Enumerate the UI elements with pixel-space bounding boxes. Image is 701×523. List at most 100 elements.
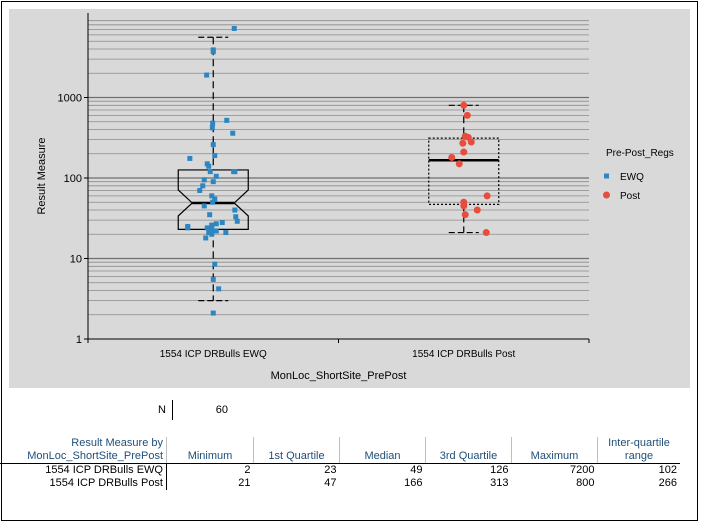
legend-label-post: Post (620, 191, 640, 202)
data-point-ewq (210, 120, 216, 126)
column-header-maximum: Maximum (511, 437, 598, 464)
cell-1st-quartile: 47 (324, 477, 337, 489)
data-point-ewq (209, 231, 215, 237)
data-point-ewq (212, 196, 218, 202)
data-point-ewq (231, 25, 237, 31)
cell-maximum: 800 (576, 477, 595, 489)
data-point-post (459, 139, 467, 147)
y-tick-label: 1000 (58, 93, 82, 105)
data-point-ewq (209, 125, 215, 131)
cell-minimum: 2 (244, 464, 251, 476)
table-row: 1554 ICP DRBulls Post 21 47 166 313 800 … (0, 477, 680, 490)
data-point-ewq (197, 187, 203, 193)
data-point-ewq (210, 310, 216, 316)
legend: Pre-Post_Regs EWQ Post (603, 148, 674, 202)
data-point-post (448, 153, 456, 161)
x-tick-label: 1554 ICP DRBulls EWQ (160, 349, 267, 360)
cell-inter-quartile-range: 266 (658, 477, 677, 489)
plot-area (88, 13, 589, 339)
y-tick-label: 100 (64, 173, 82, 185)
y-tick-label: 10 (70, 254, 82, 266)
statistics-header-row: Result Measure by MonLoc_ShortSite_PrePo… (0, 437, 680, 464)
row-label: 1554 ICP DRBulls Post (0, 477, 167, 490)
data-point-ewq (204, 225, 210, 231)
data-point-post (461, 211, 469, 219)
data-point-ewq (209, 226, 215, 232)
notched-box (177, 169, 249, 230)
data-point-ewq (224, 117, 230, 123)
data-point-post (455, 160, 463, 168)
column-header-minimum: Minimum (166, 437, 254, 464)
data-point-ewq (213, 173, 219, 179)
data-point-post (463, 111, 471, 119)
data-point-ewq (201, 177, 207, 183)
x-tick-label: 1554 ICP DRBulls Post (412, 349, 515, 360)
data-point-ewq (233, 214, 239, 220)
data-points (185, 25, 491, 316)
data-point-post (473, 206, 481, 214)
data-point-ewq (206, 163, 212, 169)
n-divider (172, 400, 173, 420)
data-point-ewq (207, 212, 213, 218)
data-point-ewq (200, 183, 206, 189)
data-point-ewq (210, 49, 216, 55)
cell-1st-quartile: 23 (324, 464, 337, 476)
axes: 1 10 100 1000 1554 ICP DRBulls EWQ 1554 ICP D… (36, 13, 590, 382)
data-point-ewq (203, 235, 209, 241)
cell-3rd-quartile: 126 (490, 464, 509, 476)
y-tick-label: 1 (76, 334, 82, 346)
data-point-post (483, 192, 491, 200)
row-label: 1554 ICP DRBulls EWQ (0, 463, 167, 477)
data-point-ewq (201, 203, 207, 209)
box-plot-chart: 1 10 100 1000 1554 ICP DRBulls EWQ 1554 ICP D… (9, 9, 690, 388)
column-header-inter-quartile-range: Inter-quartile range (597, 437, 680, 464)
data-point-ewq (232, 207, 238, 213)
row-header-label: Result Measure by MonLoc_ShortSite_PrePo… (0, 437, 167, 464)
legend-marker-ewq (604, 173, 609, 179)
data-point-ewq (230, 130, 236, 136)
data-point-ewq (204, 72, 210, 78)
data-point-ewq (213, 228, 219, 234)
cell-median: 49 (410, 464, 423, 476)
cell-inter-quartile-range: 102 (658, 464, 677, 476)
data-point-ewq (210, 179, 216, 185)
y-axis-title: Result Measure (36, 137, 48, 214)
data-point-ewq (210, 142, 216, 148)
column-header-1st-quartile: 1st Quartile (253, 437, 340, 464)
data-point-ewq (185, 225, 191, 231)
column-header-median: Median (339, 437, 426, 464)
data-point-post (460, 148, 468, 156)
data-point-post (482, 229, 490, 237)
data-point-ewq (212, 261, 218, 267)
legend-label-ewq: EWQ (620, 172, 644, 183)
cell-median: 166 (404, 477, 423, 489)
data-point-ewq (209, 222, 215, 228)
cell-maximum: 7200 (570, 464, 595, 476)
data-point-ewq (212, 153, 218, 159)
data-point-ewq (209, 193, 215, 199)
data-point-ewq (234, 218, 240, 224)
data-point-post (467, 138, 475, 146)
legend-marker-post (603, 191, 610, 199)
n-label: N (158, 404, 166, 416)
legend-title: Pre-Post_Regs (606, 148, 674, 159)
data-point-ewq (207, 169, 213, 175)
data-point-ewq (223, 230, 229, 236)
column-header-3rd-quartile: 3rd Quartile (425, 437, 512, 464)
data-point-ewq (232, 169, 238, 175)
data-point-post (460, 202, 468, 210)
statistics-table: Result Measure by MonLoc_ShortSite_PrePo… (0, 437, 680, 490)
data-point-ewq (206, 230, 212, 236)
data-point-post (460, 101, 468, 109)
data-point-ewq (213, 221, 219, 227)
cell-3rd-quartile: 313 (490, 477, 509, 489)
cell-minimum: 21 (238, 477, 251, 489)
gridlines (88, 20, 589, 316)
data-point-ewq (210, 199, 216, 205)
data-point-ewq (187, 155, 193, 161)
data-point-ewq (216, 286, 222, 292)
data-point-ewq (210, 276, 216, 282)
data-point-ewq (219, 220, 225, 226)
x-axis-title: MonLoc_ShortSite_PrePost (271, 370, 407, 382)
